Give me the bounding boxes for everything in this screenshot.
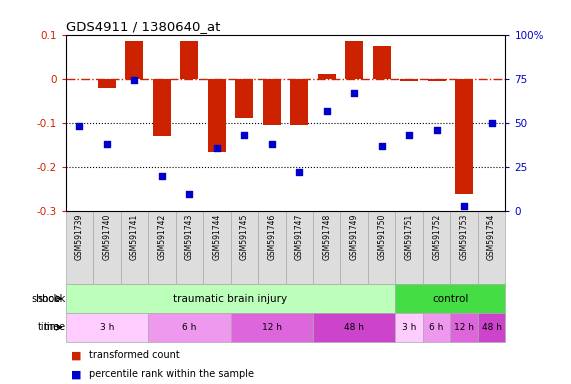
Text: GSM591751: GSM591751 — [405, 214, 413, 260]
Bar — [373, 46, 391, 79]
Text: 6 h: 6 h — [182, 323, 196, 332]
Bar — [395, 313, 423, 342]
Text: ■: ■ — [71, 369, 82, 379]
Bar — [66, 313, 148, 342]
Text: 48 h: 48 h — [344, 323, 364, 332]
Text: GSM591742: GSM591742 — [158, 214, 166, 260]
Text: shock: shock — [32, 293, 60, 304]
Text: GSM591748: GSM591748 — [322, 214, 331, 260]
Text: GSM591749: GSM591749 — [349, 214, 359, 260]
Bar — [148, 211, 176, 284]
Text: shock: shock — [38, 293, 66, 304]
Point — [432, 127, 441, 133]
Bar — [66, 211, 93, 284]
Text: GSM591747: GSM591747 — [295, 214, 304, 260]
Text: 12 h: 12 h — [454, 323, 474, 332]
Text: GSM591754: GSM591754 — [487, 214, 496, 260]
Point — [212, 144, 222, 151]
Bar — [126, 41, 143, 79]
Text: percentile rank within the sample: percentile rank within the sample — [89, 369, 254, 379]
Bar — [231, 211, 258, 284]
Bar — [263, 79, 281, 125]
Text: GSM591740: GSM591740 — [102, 214, 111, 260]
Bar — [98, 79, 116, 88]
Bar — [318, 74, 336, 79]
Bar — [313, 211, 340, 284]
Text: time: time — [43, 322, 66, 333]
Bar — [395, 284, 505, 313]
Point — [157, 173, 166, 179]
Text: transformed count: transformed count — [89, 350, 179, 360]
Text: GSM591745: GSM591745 — [240, 214, 249, 260]
Point — [460, 203, 469, 209]
Text: GSM591753: GSM591753 — [460, 214, 469, 260]
Bar — [180, 41, 198, 79]
Bar — [176, 211, 203, 284]
Point — [405, 132, 414, 138]
Bar — [290, 79, 308, 125]
Text: GSM591741: GSM591741 — [130, 214, 139, 260]
Text: GDS4911 / 1380640_at: GDS4911 / 1380640_at — [66, 20, 220, 33]
Point — [267, 141, 276, 147]
Text: 12 h: 12 h — [262, 323, 282, 332]
Bar — [231, 313, 313, 342]
Text: ■: ■ — [71, 350, 82, 360]
Bar — [208, 79, 226, 152]
Text: GSM591752: GSM591752 — [432, 214, 441, 260]
Point — [322, 108, 331, 114]
Point — [349, 90, 359, 96]
Bar — [93, 211, 120, 284]
Text: GSM591739: GSM591739 — [75, 214, 84, 260]
Bar — [423, 313, 451, 342]
Text: GSM591744: GSM591744 — [212, 214, 222, 260]
Bar — [451, 211, 478, 284]
Text: 3 h: 3 h — [402, 323, 416, 332]
Bar — [286, 211, 313, 284]
Bar — [313, 313, 395, 342]
Text: GSM591746: GSM591746 — [267, 214, 276, 260]
Text: control: control — [432, 293, 469, 304]
Bar — [368, 211, 395, 284]
Bar — [235, 79, 253, 118]
Bar — [340, 211, 368, 284]
Point — [295, 169, 304, 175]
Text: 6 h: 6 h — [429, 323, 444, 332]
Bar — [395, 211, 423, 284]
Point — [240, 132, 249, 138]
Text: traumatic brain injury: traumatic brain injury — [174, 293, 288, 304]
Text: time: time — [38, 322, 60, 333]
Text: 48 h: 48 h — [481, 323, 501, 332]
Bar — [455, 79, 473, 194]
Bar — [148, 313, 231, 342]
Point — [487, 120, 496, 126]
Bar — [153, 79, 171, 136]
Point — [377, 143, 386, 149]
Bar — [345, 41, 363, 79]
Bar — [428, 79, 445, 81]
Bar — [66, 284, 395, 313]
Text: 3 h: 3 h — [100, 323, 114, 332]
Bar — [451, 313, 478, 342]
Point — [130, 78, 139, 84]
Point — [75, 123, 84, 129]
Point — [185, 190, 194, 197]
Bar — [203, 211, 231, 284]
Bar — [400, 79, 418, 81]
Text: GSM591750: GSM591750 — [377, 214, 386, 260]
Text: GSM591743: GSM591743 — [185, 214, 194, 260]
Bar — [258, 211, 286, 284]
Bar — [120, 211, 148, 284]
Bar — [478, 211, 505, 284]
Bar — [423, 211, 451, 284]
Bar — [478, 313, 505, 342]
Point — [102, 141, 111, 147]
